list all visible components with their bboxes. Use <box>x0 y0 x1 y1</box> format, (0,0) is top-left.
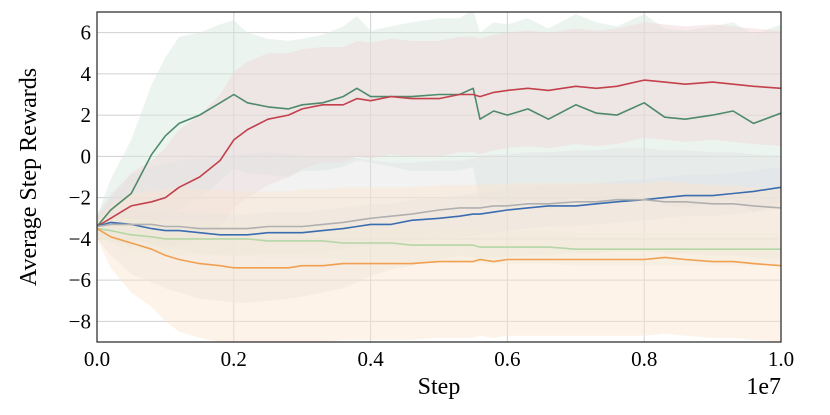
series-line-light-green <box>97 227 781 250</box>
x-tick-label: 0.2 <box>221 347 247 371</box>
band-green <box>97 12 781 248</box>
series-line-red <box>97 79 781 228</box>
y-tick-label: −2 <box>69 186 91 210</box>
x-axis-label: Step <box>418 374 461 400</box>
y-tick-label: 2 <box>81 103 92 127</box>
y-tick-label: 6 <box>81 21 92 45</box>
band-red <box>97 22 781 248</box>
band-light-green <box>97 218 781 266</box>
band-orange <box>97 181 781 342</box>
x-axis-multiplier: 1e7 <box>746 374 781 400</box>
y-tick-label: −4 <box>69 227 92 251</box>
y-axis-label: Average Step Rewards <box>16 68 42 286</box>
band-gray <box>97 148 781 303</box>
x-tick-label: 1.0 <box>768 347 794 371</box>
y-tick-label: −6 <box>69 268 91 292</box>
y-tick-label: 0 <box>81 144 92 168</box>
series-line-orange <box>97 227 781 269</box>
x-tick-label: 0.8 <box>631 347 657 371</box>
x-tick-label: 0.0 <box>84 347 110 371</box>
x-tick-label: 0.4 <box>357 347 384 371</box>
series-line-gray <box>97 198 781 230</box>
series-line-green <box>97 87 781 228</box>
x-tick-label: 0.6 <box>494 347 520 371</box>
y-tick-label: −8 <box>69 309 91 333</box>
tick-labels: 0.0 0.2 0.4 0.6 0.8 1.0 −8 −6 −4 −2 0 2 4 6 <box>69 21 794 371</box>
plot-frame <box>96 11 782 343</box>
y-tick-label: 4 <box>81 62 92 86</box>
series-lines <box>97 79 781 269</box>
